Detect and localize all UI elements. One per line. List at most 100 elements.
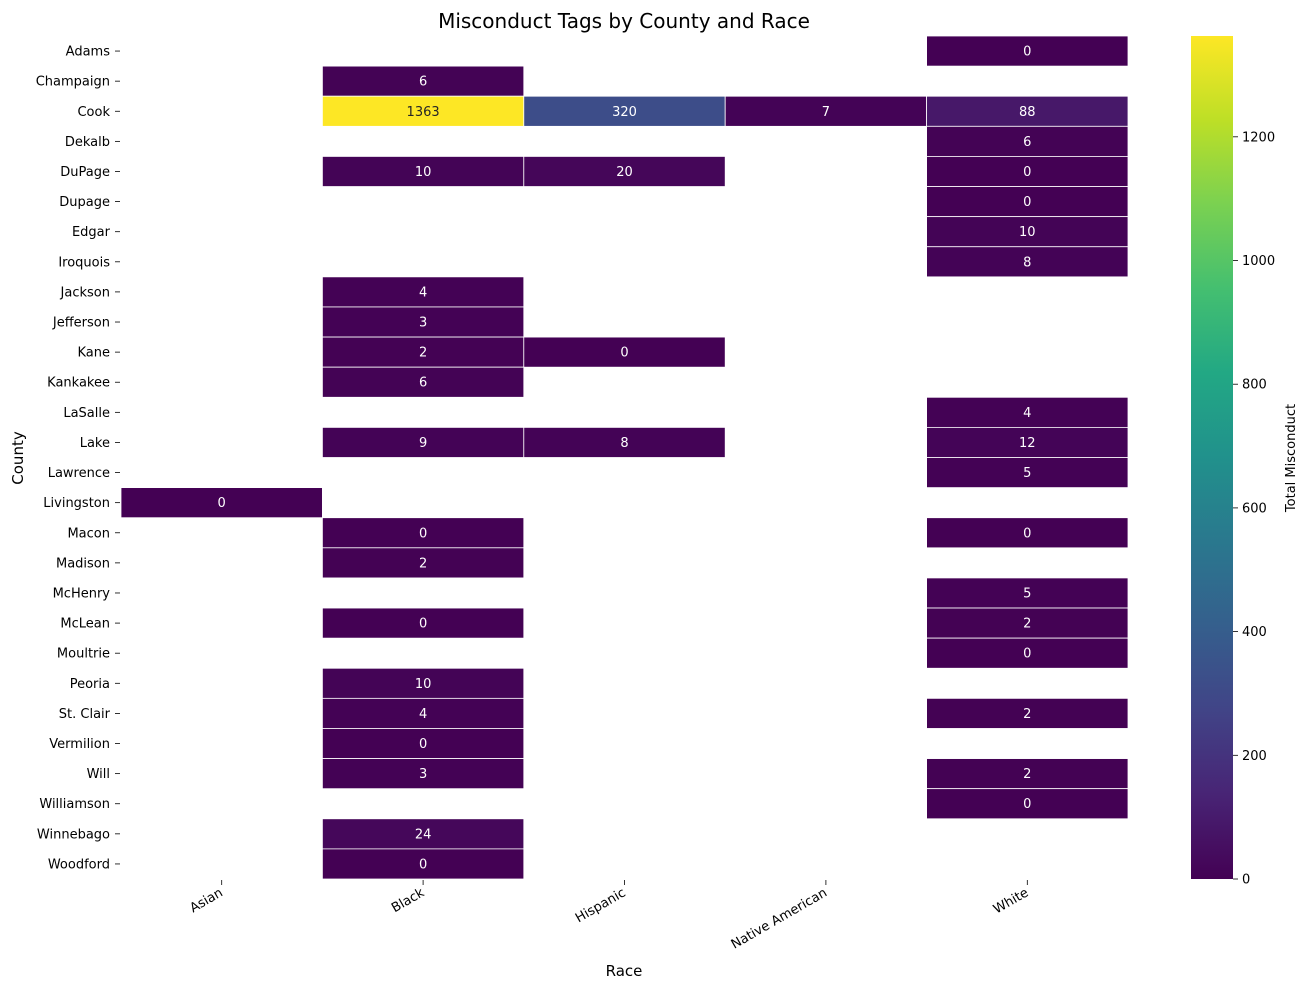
cell-value-label: 6 bbox=[419, 376, 427, 391]
y-tick-label: Livingston bbox=[43, 496, 110, 511]
cell-value-label: 5 bbox=[1023, 466, 1031, 481]
heatmap-cell-madison-black bbox=[321, 547, 525, 579]
x-tick-label: White bbox=[991, 885, 1031, 917]
y-axis-label: County bbox=[9, 431, 27, 485]
heatmap-cell-cook-white bbox=[926, 95, 1129, 127]
colorbar-tick-label: 600 bbox=[1242, 501, 1267, 516]
cell-value-label: 5 bbox=[1023, 586, 1031, 601]
cell-value-label: 88 bbox=[1019, 105, 1036, 120]
heatmap-cell-lake-hispanic bbox=[523, 426, 726, 458]
y-tick-label: Kane bbox=[78, 346, 111, 361]
colorbar-tick-label: 1000 bbox=[1242, 254, 1275, 269]
y-tick-label: Woodford bbox=[48, 857, 110, 872]
cell-value-label: 0 bbox=[1023, 797, 1031, 812]
cell-value-label: 10 bbox=[415, 165, 432, 180]
heatmap-cell-iroquois-white bbox=[926, 246, 1129, 278]
heatmap-cell-edgar-white bbox=[926, 216, 1129, 248]
cell-value-label: 12 bbox=[1019, 436, 1036, 451]
y-tick-label: Iroquois bbox=[58, 255, 110, 270]
colorbar-tick-label: 0 bbox=[1242, 873, 1250, 888]
x-tick-label: Asian bbox=[187, 885, 225, 916]
y-tick-label: Kankakee bbox=[47, 376, 110, 391]
y-tick-label: McHenry bbox=[53, 586, 111, 601]
cell-value-label: 8 bbox=[620, 436, 628, 451]
y-tick-label: DuPage bbox=[60, 165, 110, 180]
heatmap-cell-cook-black bbox=[321, 95, 525, 127]
colorbar-tick-label: 800 bbox=[1242, 378, 1267, 393]
heatmap-cell-winnebago-black bbox=[321, 818, 525, 850]
heatmap-cell-jackson-black bbox=[321, 276, 525, 308]
cell-value-label: 2 bbox=[1023, 767, 1031, 782]
y-tick-label: Will bbox=[87, 767, 110, 782]
y-tick-label: Madison bbox=[56, 556, 110, 571]
y-tick-label: Adams bbox=[66, 45, 111, 60]
cell-value-label: 0 bbox=[1023, 195, 1031, 210]
heatmap-cell-kankakee-black bbox=[321, 366, 525, 398]
x-axis-label: Race bbox=[606, 962, 643, 980]
cell-value-label: 6 bbox=[419, 75, 427, 90]
cell-value-label: 10 bbox=[1019, 225, 1036, 240]
y-tick-label: Williamson bbox=[39, 797, 110, 812]
heatmap-cell-moultrie-white bbox=[926, 637, 1129, 669]
y-tick-label: Moultrie bbox=[57, 647, 110, 662]
y-tick-label: Vermilion bbox=[49, 737, 110, 752]
heatmap-cell-lake-white bbox=[926, 426, 1129, 458]
cell-value-label: 0 bbox=[218, 496, 226, 511]
y-tick-label: Peoria bbox=[70, 677, 110, 692]
cell-value-label: 7 bbox=[822, 105, 830, 120]
heatmap-cell-macon-black bbox=[321, 517, 525, 549]
cell-value-label: 0 bbox=[1023, 45, 1031, 60]
heatmap-cell-jefferson-black bbox=[321, 306, 525, 338]
y-tick-label: LaSalle bbox=[63, 406, 110, 421]
heatmap-cell-dupage-white bbox=[926, 156, 1129, 187]
y-tick-label: Jackson bbox=[60, 285, 110, 300]
heatmap-cell-williamson-white bbox=[926, 788, 1129, 820]
colorbar-label: Total Misconduct bbox=[1284, 404, 1299, 513]
cell-value-label: 24 bbox=[415, 827, 432, 842]
cell-value-label: 2 bbox=[419, 556, 427, 571]
cell-value-label: 0 bbox=[620, 346, 628, 361]
heatmap-cell-mchenry-white bbox=[926, 577, 1129, 609]
y-tick-label: McLean bbox=[60, 617, 110, 632]
y-tick-label: Macon bbox=[67, 526, 110, 541]
cell-value-label: 1363 bbox=[407, 105, 440, 120]
heatmap-cell-lake-black bbox=[321, 426, 525, 458]
heatmap-cell-will-white bbox=[926, 758, 1129, 790]
cell-value-label: 9 bbox=[419, 436, 427, 451]
cell-value-label: 0 bbox=[419, 617, 427, 632]
heatmap-cell-mclean-black bbox=[321, 607, 525, 639]
heatmap-cell-cook-hispanic bbox=[523, 95, 726, 127]
y-axis: Adams Champaign Cook Dekalb DuPage Dupage Edga… bbox=[36, 45, 120, 872]
heatmap-cell-lawrence-white bbox=[926, 457, 1129, 489]
cell-value-label: 3 bbox=[419, 767, 427, 782]
cell-value-label: 0 bbox=[1023, 647, 1031, 662]
y-tick-label: Winnebago bbox=[37, 827, 110, 842]
cell-value-label: 0 bbox=[1023, 526, 1031, 541]
cell-value-label: 10 bbox=[415, 677, 432, 692]
cell-value-label: 2 bbox=[1023, 617, 1031, 632]
cell-value-label: 3 bbox=[419, 316, 427, 331]
y-tick-label: Lawrence bbox=[48, 466, 110, 481]
cell-value-label: 6 bbox=[1023, 135, 1031, 150]
heatmap-cell-will-black bbox=[321, 758, 525, 790]
colorbar-gradient bbox=[1191, 36, 1233, 879]
y-tick-label: Cook bbox=[77, 105, 110, 120]
heatmap-cell-champaign-black bbox=[321, 65, 525, 97]
y-tick-label: Champaign bbox=[36, 75, 110, 90]
colorbar-tick-label: 400 bbox=[1242, 625, 1267, 640]
heatmap-cell-adams-white bbox=[926, 35, 1129, 67]
x-tick-label: Hispanic bbox=[573, 885, 628, 926]
colorbar-tick-label: 200 bbox=[1242, 749, 1267, 764]
chart-title: Misconduct Tags by County and Race bbox=[438, 9, 810, 33]
x-tick-label: Black bbox=[389, 885, 427, 916]
heatmap-cell-kane-hispanic bbox=[523, 336, 726, 368]
cell-value-label: 0 bbox=[419, 526, 427, 541]
cell-value-label: 0 bbox=[419, 737, 427, 752]
heatmap-cell-st-clair-black bbox=[321, 697, 525, 729]
x-axis: Asian Black Hispanic Native American White bbox=[187, 880, 1031, 953]
y-tick-label: Edgar bbox=[72, 225, 111, 240]
heatmap-cell-lasalle-white bbox=[926, 396, 1129, 428]
heatmap-cell-cook-native-american bbox=[724, 95, 928, 127]
